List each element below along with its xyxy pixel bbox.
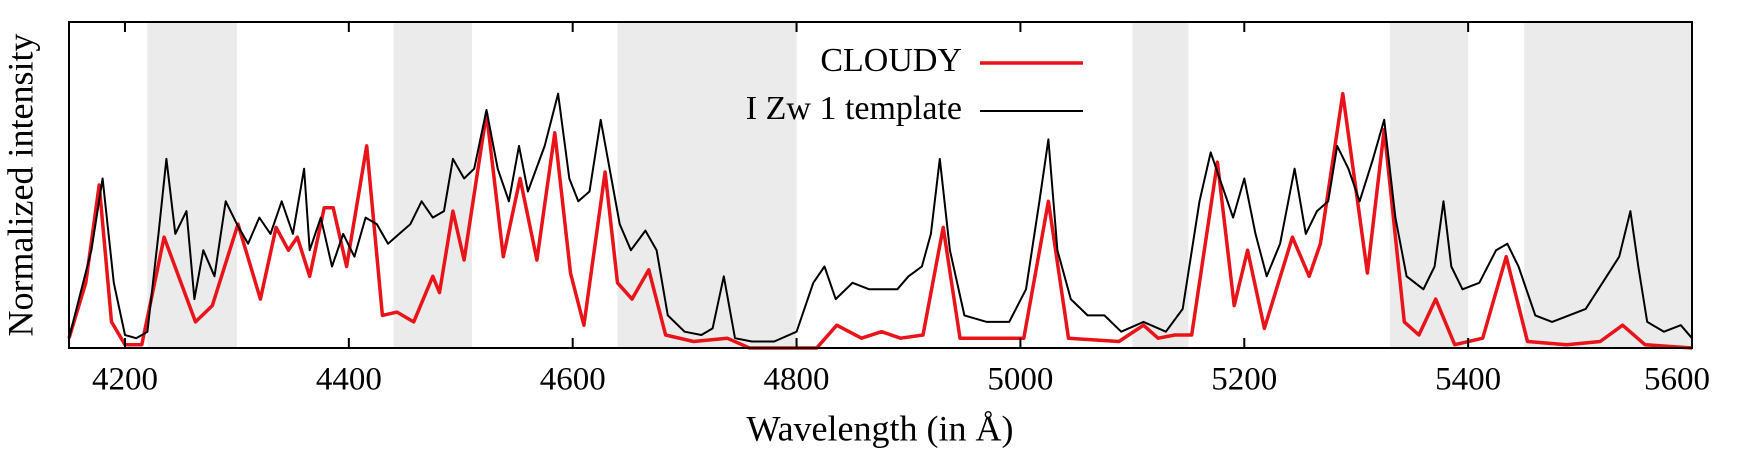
x-tick-label: 4200: [92, 362, 158, 398]
shaded-region: [617, 22, 797, 348]
shaded-region: [147, 22, 237, 348]
shaded-region: [1132, 22, 1189, 348]
spectrum-line: [68, 92, 1693, 343]
y-axis-label: Normalized intensity: [0, 34, 40, 337]
x-tick-label: 5200: [1211, 362, 1277, 398]
x-tick-label: 5400: [1435, 362, 1501, 398]
x-tick-label: 5600: [1644, 362, 1710, 398]
x-tick-label: 5000: [987, 362, 1053, 398]
x-tick-label: 4800: [764, 362, 830, 398]
plot-frame: [68, 21, 1693, 349]
shaded-region: [1524, 22, 1692, 348]
legend-label: I Zw 1 template: [746, 90, 962, 127]
x-tick-label: 4400: [316, 362, 382, 398]
x-tick-label: 4600: [540, 362, 606, 398]
x-axis-label: Wavelength (in Å): [746, 408, 1013, 448]
shaded-region: [393, 22, 472, 348]
legend-label: CLOUDY: [820, 42, 962, 79]
